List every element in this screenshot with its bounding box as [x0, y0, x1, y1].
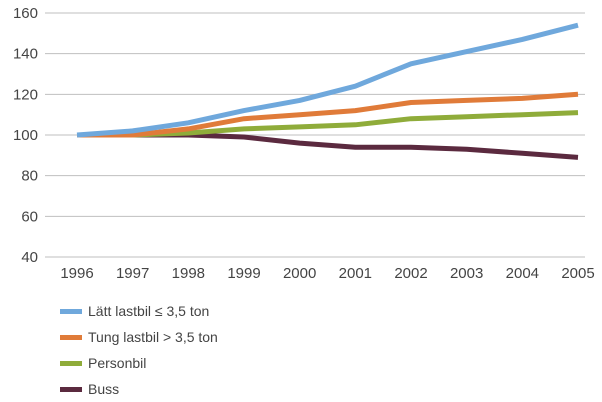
x-tick-label: 2001 [339, 265, 372, 282]
legend-item: Personbil [60, 350, 218, 376]
y-tick-label: 80 [21, 168, 38, 185]
legend-swatch [60, 308, 82, 314]
y-tick-label: 40 [21, 249, 38, 266]
legend-swatch [60, 386, 82, 392]
legend-item: Tung lastbil > 3,5 ton [60, 324, 218, 350]
x-tick-label: 1999 [227, 265, 260, 282]
y-axis-tick-labels: 40 60 80 100 120 140 160 [13, 5, 38, 266]
legend-label: Tung lastbil > 3,5 ton [88, 329, 218, 345]
x-axis-tick-labels: 1996 1997 1998 1999 2000 2001 2002 2003 2004 2005 [60, 265, 594, 282]
legend-item: Buss [60, 376, 218, 402]
x-tick-label: 2004 [506, 265, 539, 282]
x-tick-label: 2002 [394, 265, 427, 282]
y-tick-label: 160 [13, 5, 38, 22]
x-tick-label: 1997 [116, 265, 149, 282]
y-tick-label: 100 [13, 127, 38, 144]
series-line [77, 91, 579, 138]
legend-swatch [60, 360, 82, 366]
legend-swatch [60, 334, 82, 340]
x-tick-label: 1998 [172, 265, 205, 282]
legend-label: Buss [88, 381, 120, 397]
x-tick-label: 2000 [283, 265, 316, 282]
legend: Lätt lastbil ≤ 3,5 ton Tung lastbil > 3,5… [60, 298, 218, 402]
series-line [76, 22, 579, 138]
legend-item: Lätt lastbil ≤ 3,5 ton [60, 298, 218, 324]
series-lines [76, 22, 579, 160]
x-tick-label: 2005 [561, 265, 594, 282]
x-tick-label: 1996 [60, 265, 93, 282]
legend-label: Lätt lastbil ≤ 3,5 ton [88, 303, 210, 319]
y-tick-label: 60 [21, 208, 38, 225]
legend-label: Personbil [88, 355, 147, 371]
line-chart: 40 60 80 100 120 140 160 1996 1997 1998 1999 2000 2… [13, 5, 595, 282]
x-tick-label: 2003 [450, 265, 483, 282]
y-tick-label: 140 [13, 46, 38, 63]
series-line [77, 132, 579, 160]
y-tick-label: 120 [13, 86, 38, 103]
